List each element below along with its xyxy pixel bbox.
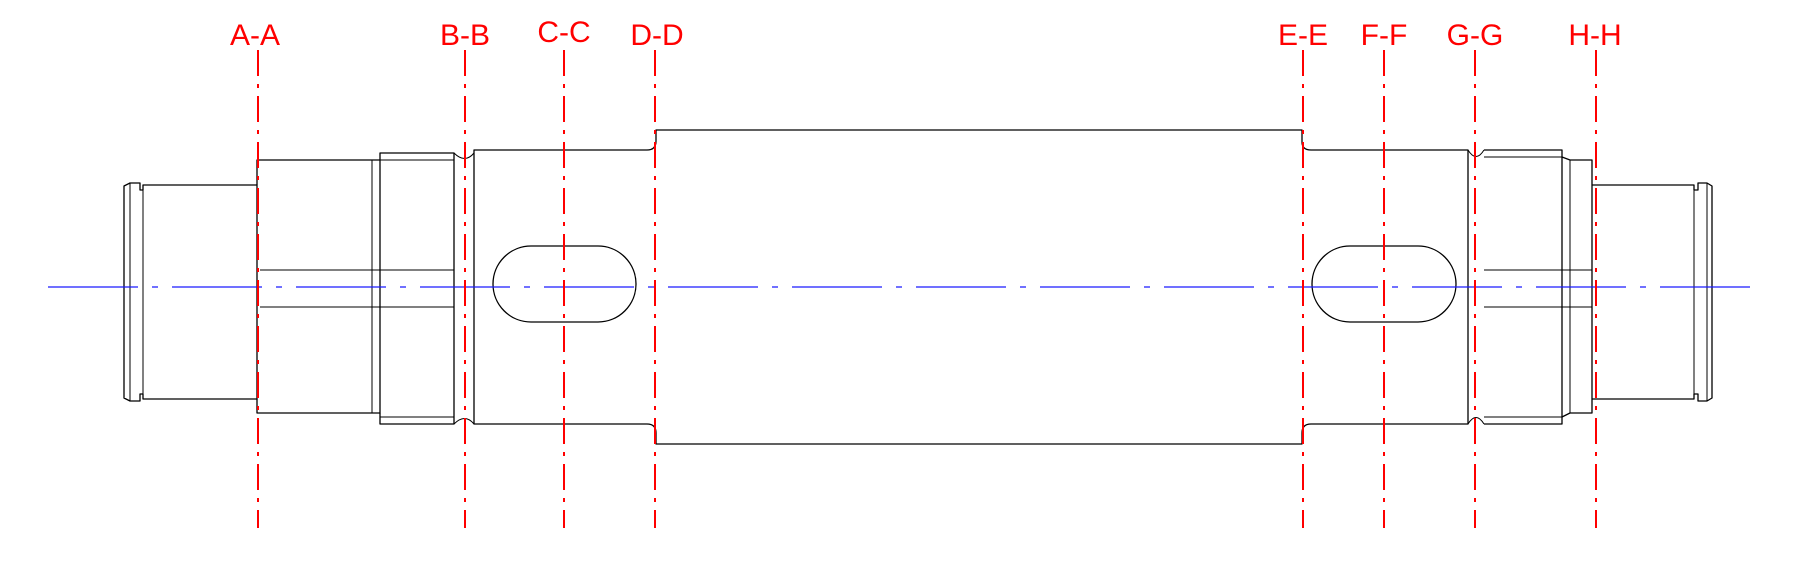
section-label-c: C-C bbox=[537, 16, 590, 49]
section-label-b: B-B bbox=[440, 19, 490, 52]
undercut-g-bottom bbox=[1467, 417, 1485, 425]
right-end-journal bbox=[1592, 182, 1713, 402]
section-label-f: F-F bbox=[1361, 19, 1408, 52]
left-end-journal bbox=[123, 182, 258, 402]
section-label-g: G-G bbox=[1447, 19, 1504, 52]
section-markers: A-A B-B C-C D-D E-E F-F G-G H-H bbox=[230, 16, 1622, 528]
section-label-e: E-E bbox=[1278, 19, 1328, 52]
thread-segment-left bbox=[379, 152, 455, 425]
section-label-a: A-A bbox=[230, 19, 280, 52]
section-label-d: D-D bbox=[630, 19, 683, 52]
keyway-right bbox=[1311, 245, 1457, 323]
keyway-left bbox=[492, 245, 637, 323]
section-label-h: H-H bbox=[1568, 19, 1621, 52]
